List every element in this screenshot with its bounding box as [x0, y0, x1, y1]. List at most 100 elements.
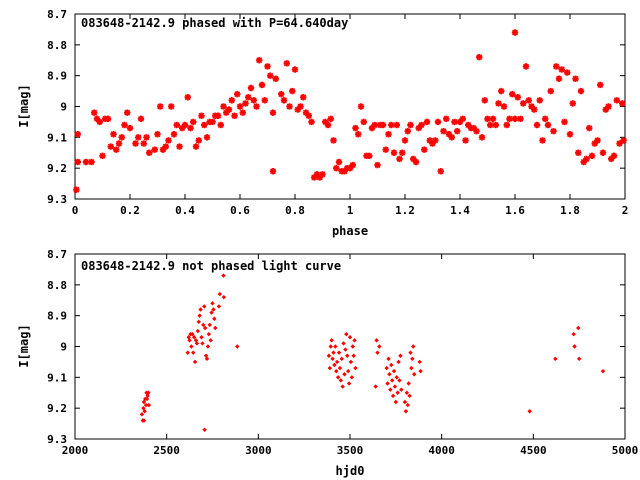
lightcurve-plot-point [146, 402, 152, 408]
lightcurve-plot-point [189, 344, 194, 349]
phased-plot-xtick-label: 0.6 [230, 204, 250, 217]
phased-plot-point [605, 103, 612, 110]
lightcurve-plot-point [329, 338, 334, 343]
phased-plot-point [269, 109, 277, 116]
phased-plot-point [121, 121, 128, 129]
phased-plot-point [484, 115, 491, 123]
phased-plot-point [162, 143, 169, 150]
lightcurve-plot-point [141, 418, 147, 423]
phased-plot-point [355, 131, 362, 138]
phased-plot-point [613, 97, 620, 104]
lightcurve-plot-point [343, 347, 348, 352]
lightcurve-plot-point [553, 356, 558, 362]
lightcurve-plot-point [326, 353, 332, 358]
lightcurve-plot-point [600, 368, 606, 374]
phased-plot-point [498, 87, 505, 95]
phased-plot-point [412, 158, 420, 166]
phased-plot-point [506, 115, 513, 123]
lightcurve-plot-point [187, 338, 192, 343]
phased-plot-point [289, 87, 296, 95]
phased-plot-point [258, 81, 266, 89]
lightcurve-plot-ylabel: I[mag] [17, 324, 31, 367]
lightcurve-plot-point [194, 341, 200, 346]
lightcurve-plot-point [336, 350, 342, 355]
phased-plot-point [73, 186, 80, 193]
phased-plot-point [366, 152, 373, 160]
phased-plot-point [74, 131, 81, 138]
lightcurve-plot-point [202, 427, 207, 432]
lightcurve-plot-point [374, 338, 379, 343]
lightcurve-plot-point [190, 331, 195, 337]
lightcurve-plot-xlabel: hjd0 [336, 464, 365, 478]
lightcurve-plot-point [402, 399, 408, 405]
phased-plot-point [286, 103, 293, 110]
lightcurve-plot-point [191, 350, 196, 355]
phased-plot-ytick-label: 9 [60, 101, 67, 114]
phased-plot-point [184, 94, 191, 101]
phased-plot-point [173, 121, 180, 129]
phased-plot-point [542, 115, 549, 123]
phased-plot-point [140, 140, 147, 147]
lightcurve-plot-point [328, 344, 333, 349]
phased-plot-point [187, 124, 194, 132]
phased-plot-point [201, 121, 208, 129]
lightcurve-plot-point [399, 387, 404, 392]
phased-plot-xlabel: phase [332, 224, 368, 238]
phased-plot-point [253, 103, 260, 110]
phased-plot-point [234, 90, 241, 98]
phased-plot-point [157, 103, 164, 110]
phased-plot-point [214, 112, 222, 119]
phased-plot-xtick-label: 0 [72, 204, 79, 217]
lightcurve-plot-ytick-label: 9.1 [47, 371, 67, 384]
lightcurve-plot-point [404, 390, 410, 395]
lightcurve-plot-point [211, 307, 216, 312]
lightcurve-plot-point [341, 341, 346, 346]
phased-plot-point [231, 112, 238, 119]
phased-plot-point [335, 158, 343, 166]
phased-plot-point [487, 121, 494, 129]
phased-plot-point [539, 137, 546, 144]
lightcurve-plot-point [389, 378, 395, 383]
phased-plot-point [360, 118, 367, 126]
lightcurve-plot-point [349, 375, 355, 380]
phased-plot-point [476, 53, 483, 61]
lightcurve-plot-xtick-label: 3500 [337, 444, 364, 457]
phased-plot-point [113, 146, 120, 153]
phased-plot-point [619, 100, 626, 107]
phased-plot-point [135, 134, 142, 141]
phased-plot-point [291, 66, 299, 73]
phased-plot-ytick-label: 9.1 [47, 131, 67, 144]
phased-plot-point [396, 155, 403, 163]
phased-plot-point [462, 137, 469, 144]
phased-plot-point [588, 152, 596, 160]
lightcurve-plot-point [527, 409, 532, 414]
phased-plot-point [327, 115, 334, 123]
phased-plot-point [91, 109, 98, 116]
phased-plot-point [564, 69, 571, 76]
phased-plot-point [236, 103, 244, 110]
lightcurve-plot-point [192, 359, 198, 365]
lightcurve-plot-point [334, 359, 340, 365]
lightcurve-plot-point [345, 368, 351, 374]
phased-plot-xtick-label: 1.8 [560, 204, 580, 217]
lightcurve-plot-point [352, 338, 357, 343]
phased-plot-point [308, 118, 315, 126]
phased-plot-point [550, 127, 557, 135]
lightcurve-plot-point [393, 399, 399, 405]
phased-plot-point [489, 115, 497, 123]
phased-plot-point [107, 143, 114, 150]
lightcurve-plot-point [334, 368, 339, 374]
phased-plot-point [278, 90, 285, 98]
phased-plot-title: 083648-2142.9 phased with P=64.640day [81, 16, 348, 30]
phased-plot-point [264, 63, 271, 70]
phased-plot-point [553, 63, 560, 70]
lightcurve-plot-point [339, 356, 344, 362]
phased-plot-point [620, 137, 627, 144]
phased-plot-point [382, 146, 389, 153]
phased-plot-xtick-label: 0.4 [175, 204, 195, 217]
lightcurve-plot-point [377, 344, 382, 349]
lightcurve-plot-point [209, 310, 214, 315]
phased-plot-xtick-label: 0.2 [120, 204, 140, 217]
phased-plot-point [451, 118, 458, 126]
phased-plot-point [151, 146, 158, 153]
